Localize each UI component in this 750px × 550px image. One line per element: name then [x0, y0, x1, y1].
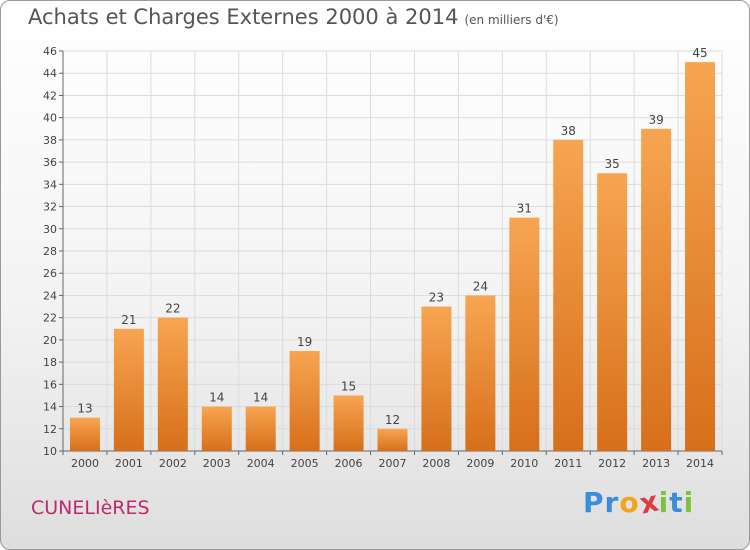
x-tick-label-2004: 2004: [247, 457, 275, 470]
x-tick-label-2001: 2001: [115, 457, 143, 470]
value-label-2011: 38: [561, 124, 576, 138]
y-tick-label: 30: [43, 223, 57, 236]
x-tick-label-2002: 2002: [159, 457, 187, 470]
logo-letter: i: [658, 486, 670, 519]
value-label-2013: 39: [648, 113, 663, 127]
chart-subtitle: (en milliers d'€): [464, 13, 559, 27]
labels: 10 12 14 16 18 20 22 24 26 28 30 32 34 36 38 40 42 44 46 13…: [43, 45, 714, 470]
bar-2009: [465, 295, 496, 451]
bar-2007: [377, 428, 408, 451]
value-label-2001: 21: [121, 313, 136, 327]
value-label-2010: 31: [517, 202, 532, 216]
value-label-2007: 12: [385, 413, 400, 427]
y-tick-label: 14: [43, 401, 57, 414]
bar-2010: [509, 217, 540, 451]
y-tick-label: 18: [43, 356, 57, 369]
bar-2000: [69, 417, 100, 451]
bar-2012: [597, 173, 628, 451]
logo-letter: t: [669, 486, 684, 519]
y-tick-label: 10: [43, 445, 57, 458]
logo-letter: i: [683, 486, 695, 519]
x-tick-label-2000: 2000: [71, 457, 99, 470]
logo-letter: r: [604, 486, 620, 519]
y-tick-label: 36: [43, 156, 57, 169]
x-tick-label-2012: 2012: [598, 457, 626, 470]
x-tick-label-2006: 2006: [335, 457, 363, 470]
x-tick-label-2007: 2007: [379, 457, 407, 470]
bar-2014: [685, 62, 716, 451]
x-tick-label-2008: 2008: [422, 457, 450, 470]
bar-2006: [333, 395, 364, 451]
x-tick-label-2014: 2014: [686, 457, 714, 470]
bar-2002: [157, 317, 188, 451]
y-tick-label: 26: [43, 267, 57, 280]
y-tick-label: 12: [43, 423, 57, 436]
y-tick-label: 20: [43, 334, 57, 347]
value-label-2008: 23: [429, 291, 444, 305]
x-tick-label-2009: 2009: [466, 457, 494, 470]
y-tick-label: 24: [43, 289, 57, 302]
bar-2003: [201, 406, 232, 451]
value-label-2009: 24: [473, 279, 488, 293]
x-tick-label-2005: 2005: [291, 457, 319, 470]
x-tick-label-2003: 2003: [203, 457, 231, 470]
x-tick-label-2010: 2010: [510, 457, 538, 470]
y-tick-label: 22: [43, 312, 57, 325]
bars: [69, 62, 716, 451]
value-label-2004: 14: [253, 391, 268, 405]
logo-letter: o: [619, 486, 640, 519]
chart-title: Achats et Charges Externes 2000 à 2014 (e…: [28, 5, 559, 29]
value-label-2000: 13: [77, 402, 92, 416]
bar-2001: [113, 328, 144, 451]
bar-2005: [289, 351, 320, 451]
x-tick-label-2013: 2013: [642, 457, 670, 470]
value-label-2012: 35: [605, 157, 620, 171]
bar-2008: [421, 306, 452, 451]
y-tick-label: 44: [43, 67, 57, 80]
y-tick-label: 32: [43, 201, 57, 214]
y-tick-label: 42: [43, 89, 57, 102]
proxiti-logo: Proxiti: [583, 484, 695, 520]
x-tick-label-2011: 2011: [554, 457, 582, 470]
chart-title-text: Achats et Charges Externes 2000 à 2014: [28, 5, 459, 29]
logo-letter: P: [583, 486, 605, 519]
y-tick-label: 16: [43, 378, 57, 391]
bar-2011: [553, 139, 584, 451]
value-label-2005: 19: [297, 335, 312, 349]
bar-2004: [245, 406, 276, 451]
y-tick-label: 28: [43, 245, 57, 258]
value-label-2003: 14: [209, 391, 224, 405]
bar-2013: [641, 128, 672, 451]
commune-name: CUNELIèRES: [31, 497, 150, 519]
y-tick-label: 38: [43, 134, 57, 147]
y-tick-label: 40: [43, 112, 57, 125]
y-tick-label: 46: [43, 45, 57, 58]
value-label-2002: 22: [165, 302, 180, 316]
value-label-2006: 15: [341, 379, 356, 393]
y-tick-label: 34: [43, 178, 57, 191]
value-label-2014: 45: [692, 46, 707, 60]
